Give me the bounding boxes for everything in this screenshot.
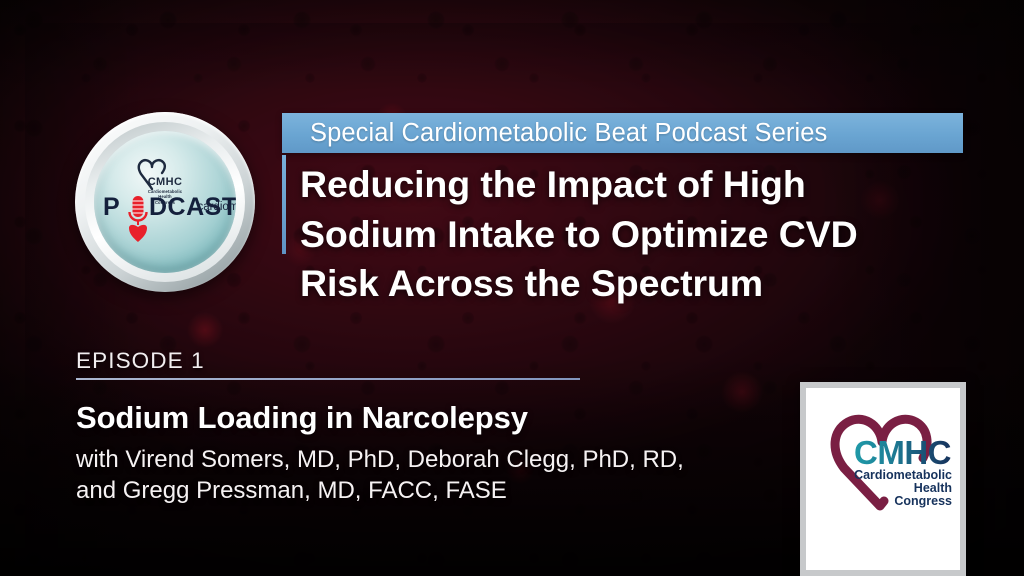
- episode-divider: [76, 378, 580, 380]
- cmhc-heart-icon: [137, 159, 166, 191]
- badge-subtitle-line1: cardiometabolic: [197, 201, 236, 213]
- badge-subtitle-line2: beat: [194, 214, 236, 227]
- cmhc-mark-text: CMHC: [854, 434, 951, 471]
- cmhc-tagline-3: Congress: [894, 494, 952, 508]
- badge-podcast-wordmark: P DCAST: [103, 193, 236, 242]
- main-title: Reducing the Impact of High Sodium Intak…: [300, 160, 1000, 309]
- badge-cmhc-tagline-1: Cardiometabolic: [147, 189, 183, 194]
- badge-podcast-rest: DCAST: [149, 193, 236, 221]
- badge-face: CMHC Cardiometabolic Health Congress P D…: [94, 131, 236, 273]
- vertical-accent-rule: [282, 155, 286, 254]
- badge-cmhc-logo: CMHC Cardiometabolic Health Congress: [94, 157, 236, 205]
- badge-cmhc-tagline-3: Congress: [154, 199, 176, 205]
- series-banner-text: Special Cardiometabolic Beat Podcast Ser…: [310, 118, 828, 147]
- cmhc-logo-card: CMHC Cardiometabolic Health Congress: [800, 382, 966, 576]
- cmhc-logo: CMHC Cardiometabolic Health Congress: [830, 414, 952, 511]
- series-banner: Special Cardiometabolic Beat Podcast Ser…: [282, 113, 963, 153]
- microphone-icon: [128, 196, 148, 242]
- badge-cmhc-tagline-2: Health: [158, 194, 172, 200]
- badge-cmhc-mark: CMHC: [147, 176, 183, 188]
- episode-label: EPISODE 1: [76, 348, 205, 373]
- main-title-line3: Risk Across the Spectrum: [300, 262, 764, 304]
- main-title-line1: Reducing the Impact of High: [300, 163, 806, 205]
- episode-hosts-line1: with Virend Somers, MD, PhD, Deborah Cle…: [76, 446, 684, 473]
- cmhc-tagline-2: Health: [914, 481, 952, 495]
- episode-hosts-line2: and Gregg Pressman, MD, FACC, FASE: [76, 477, 507, 505]
- badge-podcast-p: P: [103, 193, 121, 221]
- cmhc-logo-inner: CMHC Cardiometabolic Health Congress: [806, 388, 960, 570]
- main-title-line2: Sodium Intake to Optimize CVD: [300, 212, 858, 255]
- badge-subtitle: cardiometabolic beat: [194, 201, 236, 227]
- podcast-badge: CMHC Cardiometabolic Health Congress P D…: [75, 112, 255, 292]
- episode-title: Sodium Loading in Narcolepsy: [76, 400, 528, 435]
- cmhc-tagline-1: Cardiometabolic: [854, 468, 952, 482]
- episode-hosts: with Virend Somers, MD, PhD, Deborah Cle…: [76, 444, 684, 506]
